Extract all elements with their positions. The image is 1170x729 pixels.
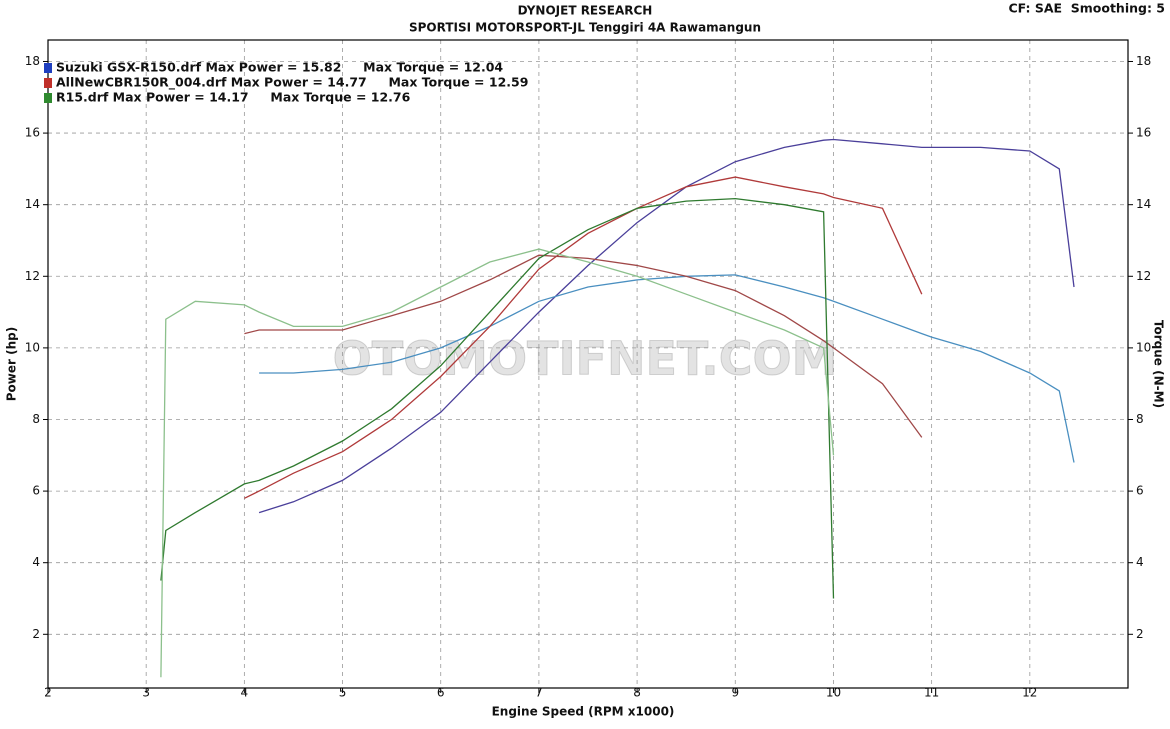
- legend-text: R15.drf Max Power = 14.17 Max Torque = 1…: [56, 90, 411, 105]
- legend-swatch: [44, 63, 52, 73]
- y-tick-label: 10: [25, 340, 40, 354]
- y2-tick-label: 6: [1136, 484, 1144, 498]
- legend-swatch: [44, 93, 52, 103]
- y2-tick-label: 16: [1136, 126, 1151, 140]
- y2-tick-label: 18: [1136, 54, 1151, 68]
- y2-tick-label: 14: [1136, 197, 1151, 211]
- y-tick-label: 8: [32, 412, 40, 426]
- y-tick-label: 14: [25, 197, 40, 211]
- y2-tick-label: 10: [1136, 340, 1151, 354]
- x-tick-label: 3: [142, 686, 150, 700]
- plot-border: [47, 39, 1129, 689]
- x-tick-label: 9: [731, 686, 739, 700]
- legend-swatch: [44, 78, 52, 88]
- y-tick-label: 2: [32, 627, 40, 641]
- x-tick-label: 11: [924, 686, 939, 700]
- data-line: [244, 176, 923, 499]
- y-tick-label: 4: [32, 555, 40, 569]
- y2-axis-label: Torque (N-M): [1152, 320, 1166, 408]
- data-line: [160, 197, 835, 599]
- x-tick-label: 7: [535, 686, 543, 700]
- x-tick-label: 2: [44, 686, 52, 700]
- data-line: [160, 248, 835, 678]
- y2-tick-label: 8: [1136, 412, 1144, 426]
- x-axis-label: Engine Speed (RPM x1000): [492, 705, 675, 719]
- chart-title: DYNOJET RESEARCH: [518, 4, 653, 18]
- y2-tick-label: 12: [1136, 269, 1151, 283]
- y2-tick-label: 4: [1136, 555, 1144, 569]
- x-tick-label: 8: [633, 686, 641, 700]
- y-axis-label: Power (hp): [5, 327, 19, 401]
- x-tick-label: 4: [241, 686, 249, 700]
- chart-subtitle: SPORTISI MOTORSPORT-JL Tenggiri 4A Rawam…: [409, 21, 761, 35]
- legend-text: Suzuki GSX-R150.drf Max Power = 15.82 Ma…: [56, 60, 503, 75]
- y-tick-label: 6: [32, 484, 40, 498]
- settings-note: CF: SAE Smoothing: 5: [1008, 1, 1165, 16]
- x-tick-label: 10: [826, 686, 841, 700]
- data-line: [258, 138, 1075, 514]
- x-tick-label: 5: [339, 686, 347, 700]
- watermark: OTOMOTIFNET.COM: [333, 332, 838, 386]
- y-tick-label: 18: [25, 54, 40, 68]
- y-tick-label: 12: [25, 269, 40, 283]
- x-tick-label: 12: [1022, 686, 1037, 700]
- legend-text: AllNewCBR150R_004.drf Max Power = 14.77 …: [56, 75, 528, 91]
- y-tick-label: 16: [25, 126, 40, 140]
- y2-tick-label: 2: [1136, 627, 1144, 641]
- data-line: [259, 274, 1075, 463]
- x-tick-label: 6: [437, 686, 445, 700]
